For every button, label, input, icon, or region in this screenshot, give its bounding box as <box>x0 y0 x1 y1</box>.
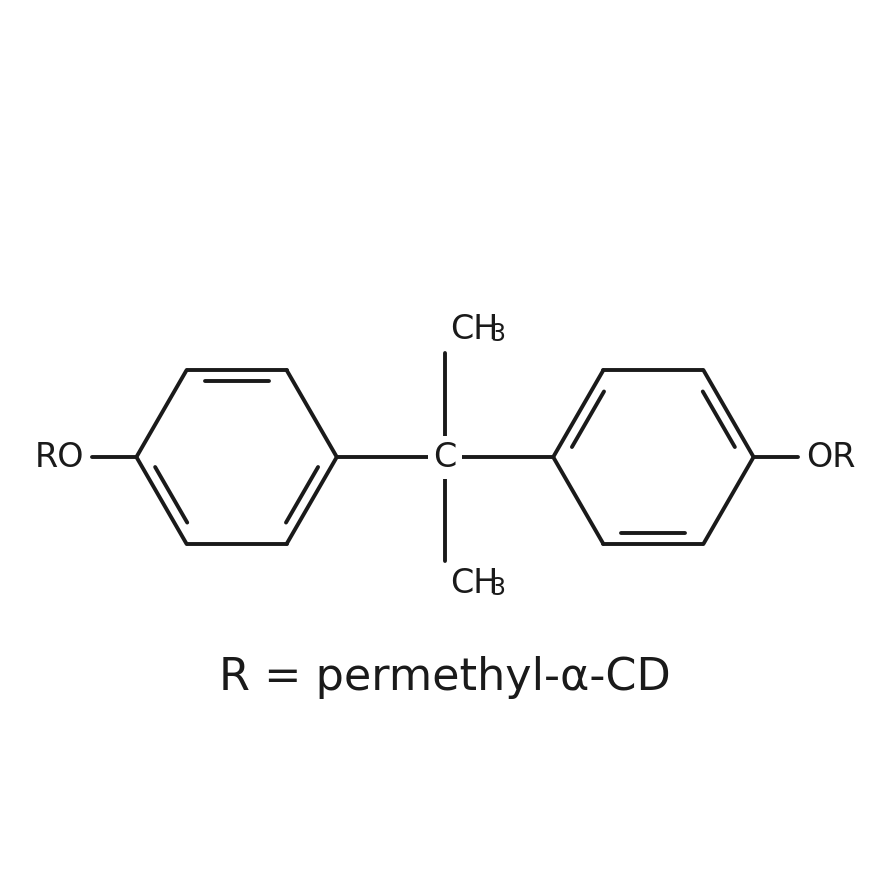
Text: R = permethyl-α-CD: R = permethyl-α-CD <box>219 656 671 699</box>
Text: CH: CH <box>450 567 499 600</box>
Text: 3: 3 <box>490 576 506 600</box>
Text: CH: CH <box>450 313 499 346</box>
Text: OR: OR <box>805 441 855 473</box>
Text: 3: 3 <box>490 322 506 346</box>
Text: C: C <box>433 441 457 473</box>
Text: RO: RO <box>35 441 85 473</box>
